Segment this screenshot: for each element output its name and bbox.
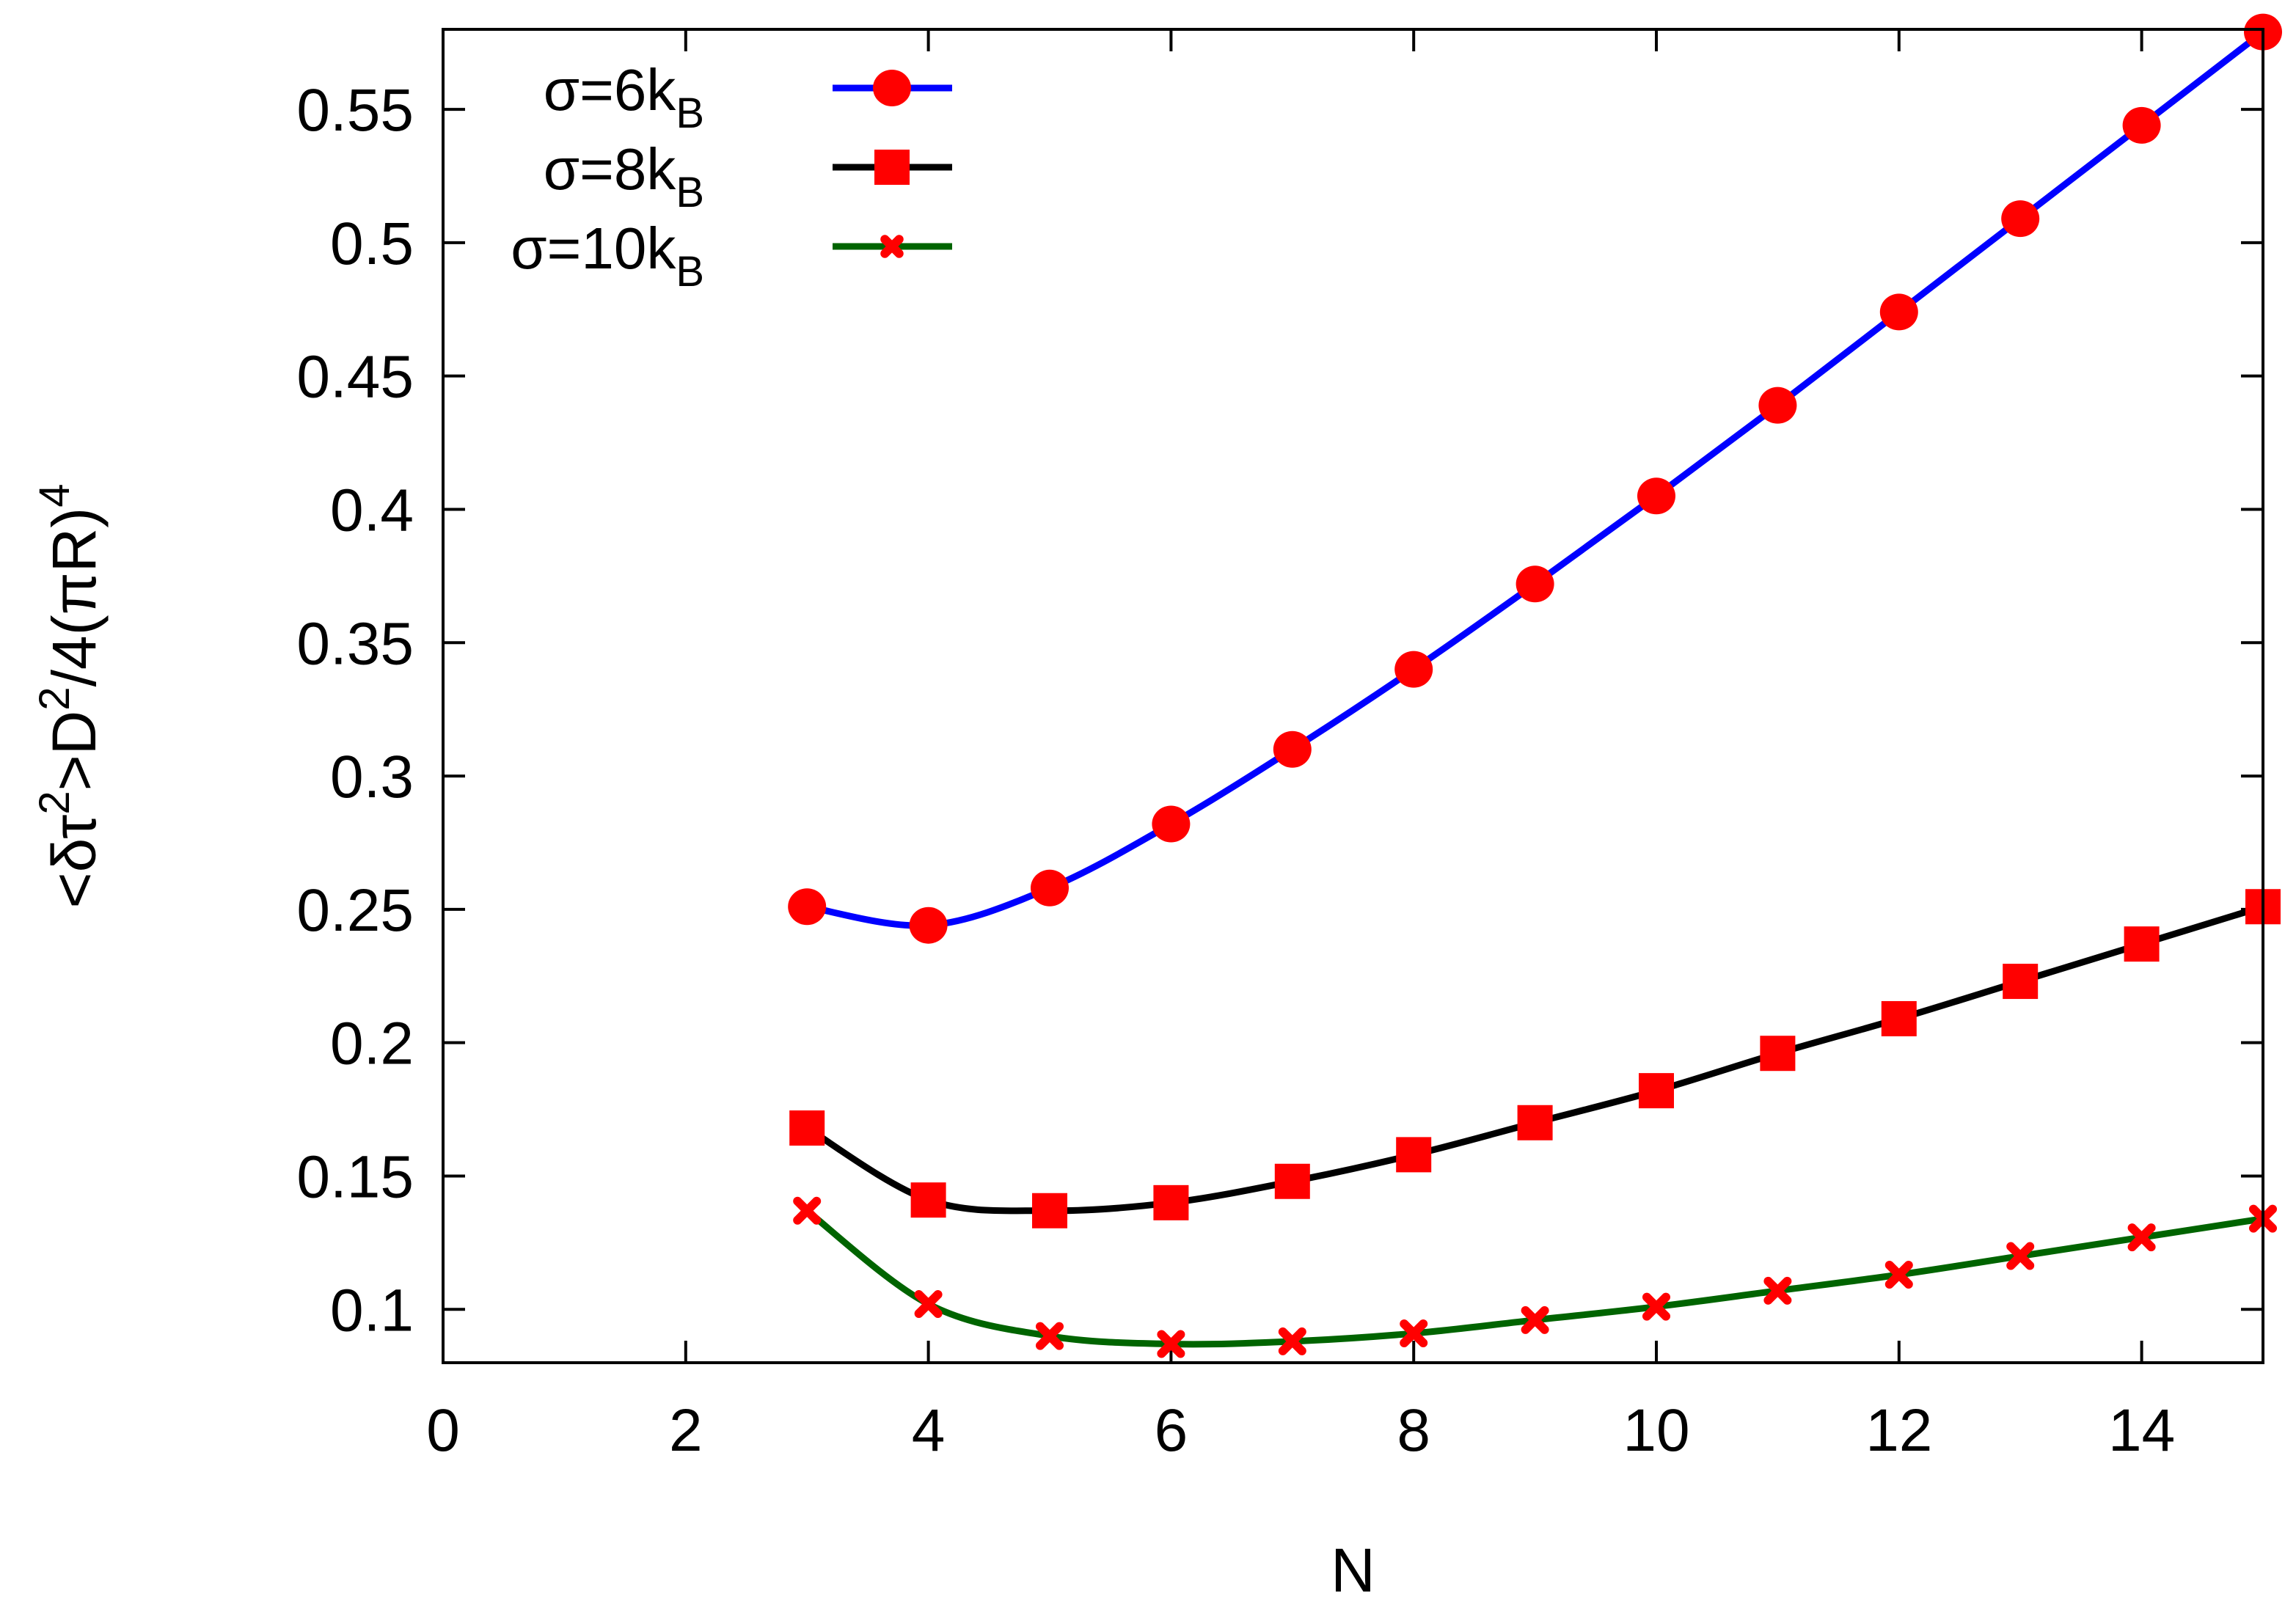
data-point (1273, 730, 1312, 768)
data-point (2127, 1223, 2156, 1252)
y-title-sup-3: 4 (31, 484, 78, 508)
y-tick-label: 0.2 (330, 1011, 414, 1077)
data-point (1879, 293, 1918, 331)
legend-entry-sigma-10: σ=10kB (511, 216, 704, 296)
data-point (1394, 651, 1433, 688)
x-axis-title: N (1331, 1536, 1375, 1604)
data-point (1396, 1137, 1432, 1173)
tick-labels: 0 2 4 6 8 10 12 14 0.1 0.15 0.2 0.25 0.3 0.35 0.4 0.45 0… (296, 77, 2175, 1464)
legend-sample-marker (873, 70, 911, 106)
data-point (1758, 387, 1797, 424)
data-point (1637, 477, 1675, 515)
x-tick-label: 12 (1865, 1397, 1932, 1464)
series-3 (793, 1196, 2277, 1358)
data-point (1516, 565, 1554, 603)
data-point (1517, 1105, 1553, 1140)
legend-sample-marker (874, 150, 910, 185)
data-point (1032, 1193, 1067, 1228)
legend-label-sigma-10: σ=10kB (511, 216, 704, 296)
legend-sample-marker (880, 235, 904, 258)
data-point (1760, 1036, 1796, 1072)
data-point (1152, 805, 1191, 843)
x-tick-label: 8 (1397, 1397, 1430, 1464)
legend-samples (833, 70, 952, 258)
data-point (793, 1196, 822, 1225)
x-tick-label: 4 (912, 1397, 946, 1464)
data-point (2124, 926, 2160, 962)
y-title-part-2: >D (40, 711, 109, 791)
legend-label-sigma-8: σ=8kB (544, 136, 704, 216)
data-point (1763, 1276, 1792, 1305)
y-axis-title: <δτ2>D2/4(πR)4 (31, 484, 109, 909)
data-point (1639, 1073, 1674, 1109)
data-point (2003, 964, 2039, 1000)
data-point (2122, 106, 2161, 144)
y-title-sup-1: 2 (31, 791, 78, 814)
y-tick-label: 0.5 (330, 210, 414, 277)
x-tick-label: 6 (1155, 1397, 1188, 1464)
x-tick-label: 0 (426, 1397, 460, 1464)
legend-label-sigma-6: σ=6kB (544, 57, 704, 137)
plot-frame (442, 28, 2264, 1364)
x-tick-label: 10 (1623, 1397, 1689, 1464)
data-point (2006, 1242, 2035, 1270)
data-point (1881, 1000, 1917, 1036)
y-tick-label: 0.4 (330, 477, 414, 543)
data-point (1521, 1305, 1549, 1334)
y-title-part-1: <δτ (40, 815, 109, 909)
y-tick-label: 0.25 (296, 877, 414, 944)
y-tick-label: 0.15 (296, 1143, 414, 1210)
y-tick-label: 0.45 (296, 344, 414, 411)
data-point (788, 888, 827, 926)
data-point (1400, 1319, 1428, 1348)
legend-entry-sigma-6: σ=6kB (544, 57, 704, 137)
data-point (1153, 1184, 1189, 1220)
data-point (789, 1110, 825, 1146)
data-point (1274, 1163, 1310, 1199)
data-point (1031, 869, 1069, 907)
y-tick-label: 0.3 (330, 744, 414, 810)
data-point (2001, 200, 2040, 238)
axis-ticks (442, 29, 2263, 1363)
y-title-part-3: /4(πR) (40, 508, 109, 687)
y-tick-label: 0.35 (296, 610, 414, 677)
x-tick-label: 14 (2108, 1397, 2175, 1464)
data-point (909, 907, 948, 944)
data-point (914, 1290, 943, 1319)
legend-entry-sigma-8: σ=8kB (544, 136, 704, 216)
data-point (1157, 1330, 1185, 1358)
data-point (910, 1182, 946, 1218)
data-point (1036, 1322, 1064, 1350)
y-title-sup-2: 2 (31, 686, 78, 710)
data-point (1278, 1327, 1306, 1355)
data-point (1884, 1261, 1913, 1289)
y-tick-label: 0.1 (330, 1277, 414, 1344)
x-tick-label: 2 (669, 1397, 703, 1464)
legend: σ=6kB σ=8kB σ=10kB (511, 57, 952, 296)
y-tick-label: 0.55 (296, 77, 414, 144)
series-2 (789, 889, 2281, 1228)
data-point (1642, 1292, 1670, 1321)
